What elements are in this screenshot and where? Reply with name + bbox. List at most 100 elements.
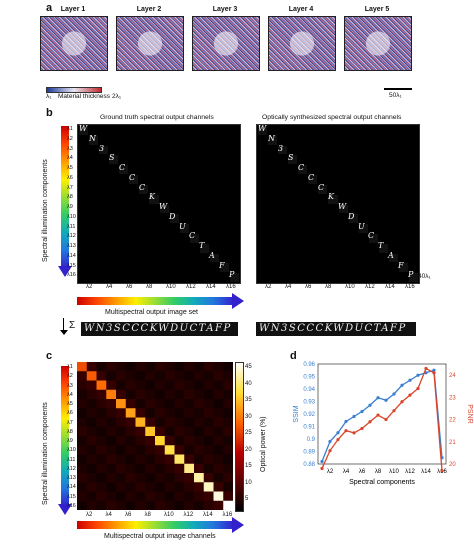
heatmap-cell xyxy=(135,436,146,446)
grid-cell xyxy=(219,184,229,194)
heatmap-cell xyxy=(77,380,88,391)
grid-cell xyxy=(219,135,229,145)
grid-cell xyxy=(79,243,89,253)
grid-cell xyxy=(318,243,328,253)
grid-cell xyxy=(229,224,239,233)
heatmap-cell xyxy=(174,454,185,465)
heatmap-cell xyxy=(203,417,214,428)
grid-cell xyxy=(149,233,159,243)
heatmap-cell xyxy=(194,389,205,400)
c-colorbar-tick: 5 xyxy=(245,496,249,502)
layer-title: Layer 4 xyxy=(288,6,314,13)
grid-cell xyxy=(258,214,268,224)
grid-cell xyxy=(328,135,338,145)
grid-cell xyxy=(398,253,408,263)
y-tick-left: 0.91 xyxy=(303,425,315,431)
grid-cell xyxy=(199,214,209,224)
c-row-label: λ5 xyxy=(67,401,73,407)
c-colorbar-tick: 25 xyxy=(245,430,252,436)
grid-cell xyxy=(119,224,129,233)
heatmap-cell xyxy=(135,417,146,428)
grid-cell xyxy=(398,273,408,282)
heatmap-cell xyxy=(125,389,136,400)
c-col-tick: λ6 xyxy=(125,512,132,518)
y-tick-right: 20 xyxy=(449,462,456,468)
grid-cell xyxy=(278,145,288,155)
layer-image xyxy=(268,16,336,71)
grid-cell xyxy=(338,233,348,243)
c-row-label: λ13 xyxy=(67,475,76,481)
heatmap-cell xyxy=(155,408,166,418)
grid-cell xyxy=(308,135,318,145)
series-point-psnr xyxy=(384,417,388,422)
grid-cell xyxy=(189,135,199,145)
grid-cell xyxy=(368,184,378,194)
heatmap-cell xyxy=(213,500,224,510)
grid-cell xyxy=(79,253,89,263)
heatmap-cell xyxy=(96,491,107,502)
diagonal-letter: F xyxy=(219,260,225,270)
heatmap-cell xyxy=(194,463,205,474)
grid-cell xyxy=(149,155,159,165)
grid-cell xyxy=(229,253,239,263)
grid-cell xyxy=(268,224,278,233)
grid-cell xyxy=(119,165,129,175)
grid-cell xyxy=(229,165,239,175)
heatmap-cell xyxy=(116,463,127,474)
grid-cell xyxy=(159,175,169,184)
grid-cell xyxy=(179,145,189,155)
grid-cell xyxy=(189,243,199,253)
b-output-arrow xyxy=(232,293,244,309)
thickness-label: Material thickness xyxy=(58,93,111,100)
grid-cell xyxy=(298,253,308,263)
grid-cell xyxy=(298,233,308,243)
heatmap-cell xyxy=(213,362,224,372)
grid-cell xyxy=(388,273,398,282)
grid-cell xyxy=(79,145,89,155)
grid-cell xyxy=(209,155,219,165)
grid-cell xyxy=(298,214,308,224)
grid-cell xyxy=(229,204,239,214)
heatmap-cell xyxy=(203,436,214,446)
grid-cell xyxy=(159,253,169,263)
x-tick: λ4 xyxy=(343,469,350,475)
grid-cell xyxy=(368,135,378,145)
grid-cell xyxy=(338,184,348,194)
diagonal-letter: C xyxy=(318,182,325,192)
grid-cell xyxy=(179,135,189,145)
diagonal-letter: 3 xyxy=(278,143,284,153)
grid-cell xyxy=(149,243,159,253)
heatmap-cell xyxy=(145,473,156,483)
c-row-label: λ3 xyxy=(67,382,73,389)
heatmap-cell xyxy=(77,408,88,418)
heatmap-cell xyxy=(184,482,195,492)
y-tick-left: 0.89 xyxy=(303,450,315,456)
heatmap-cell xyxy=(184,491,195,502)
grid-cell xyxy=(209,224,219,233)
grid-cell xyxy=(358,224,368,233)
grid-cell xyxy=(298,145,308,155)
grid-cell xyxy=(288,165,298,175)
grid-cell xyxy=(388,184,398,194)
heatmap-cell xyxy=(164,482,175,492)
y-tick-left: 0.93 xyxy=(303,400,315,406)
grid-cell xyxy=(298,243,308,253)
grid-cell xyxy=(209,273,219,282)
grid-cell xyxy=(179,214,189,224)
grid-cell xyxy=(288,214,298,224)
heatmap-cell xyxy=(106,426,117,437)
heatmap-cell xyxy=(223,445,233,455)
grid-cell xyxy=(79,214,89,224)
grid-cell xyxy=(89,155,99,165)
grid-cell xyxy=(99,253,109,263)
grid-cell xyxy=(268,243,278,253)
heatmap-cell xyxy=(116,417,127,428)
grid-cell xyxy=(258,253,268,263)
heatmap-cell xyxy=(116,380,127,391)
grid-cell xyxy=(348,233,358,243)
c-colorbar-tick: 35 xyxy=(245,397,252,403)
grid-cell xyxy=(318,214,328,224)
grid-cell xyxy=(159,224,169,233)
grid-cell xyxy=(328,126,338,135)
series-point-ssim xyxy=(328,439,332,444)
